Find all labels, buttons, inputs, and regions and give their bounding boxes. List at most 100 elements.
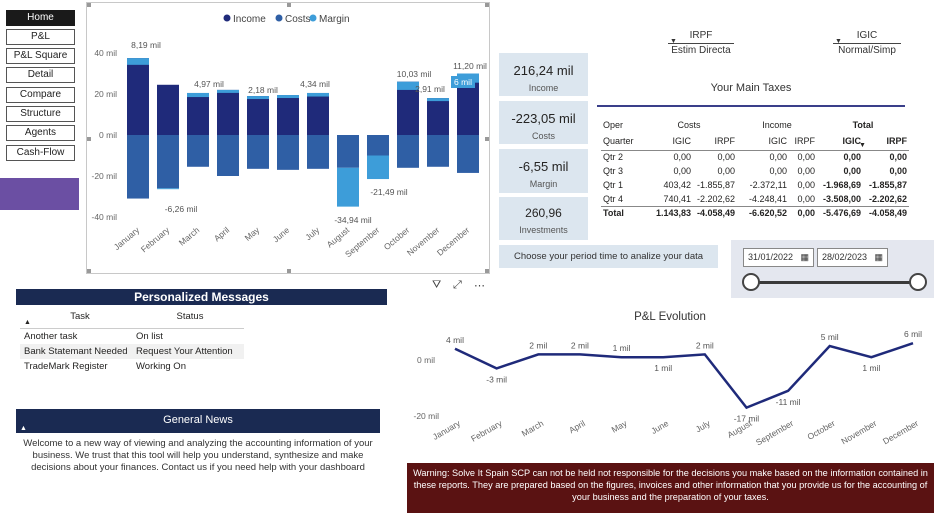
irpf-filter[interactable]: IRPF ▼ Estim Directa <box>668 28 734 58</box>
data-label: 4,34 mil <box>300 79 330 89</box>
y-tick-label: 40 mil <box>94 48 117 58</box>
date-slider-end-handle[interactable] <box>909 273 927 291</box>
point-label: 2 mil <box>571 340 589 350</box>
nav-structure-button[interactable]: Structure <box>6 106 75 122</box>
nav-compare-button[interactable]: Compare <box>6 87 75 103</box>
taxes-title: Your Main Taxes <box>710 82 792 94</box>
kpi-investments-card: 260,96 Investments <box>499 197 588 240</box>
kpi-income-value: 216,24 mil <box>513 63 574 78</box>
data-label: 2,91 mil <box>415 84 445 94</box>
resize-handle <box>87 269 91 273</box>
nav-home-button[interactable]: Home <box>6 10 75 26</box>
bar-margin <box>307 92 329 97</box>
sort-asc-icon[interactable]: ▲ <box>20 425 27 432</box>
point-label: -17 mil <box>734 414 760 424</box>
date-range-slicer: 31/01/2022 ▦ 28/02/2023 ▦ <box>731 240 934 298</box>
x-tick-label: January <box>431 418 463 442</box>
list-item: Bank Statemant Needed Request Your Attent… <box>20 344 244 359</box>
bar-costs <box>397 135 419 168</box>
legend-marker-1 <box>275 14 283 22</box>
end-date-input[interactable]: 28/02/2023 ▦ <box>817 248 888 267</box>
table-total-row: Total 1.143,83 -4.058,49 -6.620,52 0,00 -5.47… <box>601 206 909 220</box>
x-tick-label: September <box>754 418 795 448</box>
pl-evolution-svg: P&L Evolution 0 mil -20 mil 4 mil January -3 … <box>413 311 922 448</box>
messages-title: Personalized Messages <box>16 289 387 305</box>
igic-filter-title: IGIC <box>856 30 878 41</box>
taxes-table[interactable]: Oper Costs Income Total Quarter IGIC IRP… <box>601 118 909 220</box>
list-item: Another task On list <box>24 331 163 342</box>
resize-handle <box>485 3 489 7</box>
chevron-down-icon: ▼ <box>670 38 677 45</box>
bar-margin <box>277 95 299 99</box>
point-label: -11 mil <box>776 397 801 407</box>
chart-title: P&L Evolution <box>634 311 706 323</box>
sort-asc-icon[interactable]: ▲ <box>24 319 31 326</box>
bar-margin <box>397 81 419 90</box>
bar-costs <box>247 135 269 169</box>
data-label: -34,94 mil <box>334 215 371 225</box>
legend-label-1: Costs <box>285 14 311 25</box>
col-task: Task <box>70 311 90 322</box>
messages-header: Task Status <box>20 309 244 329</box>
bar-margin <box>367 155 389 180</box>
x-tick-label: December <box>881 418 920 446</box>
nav-pl-button[interactable]: P&L <box>6 29 75 45</box>
data-label-bg <box>451 76 475 88</box>
bar-income <box>187 92 209 135</box>
resize-handle <box>87 137 91 141</box>
point-label: 6 mil <box>904 329 922 339</box>
pl-evolution-chart[interactable]: P&L Evolution 0 mil -20 mil 4 mil January -3 … <box>405 303 935 453</box>
chevron-down-icon: ▼ <box>835 38 842 45</box>
table-row: Qtr 1 403,42 -1.855,87 -2.372,11 0,00 -1.968,… <box>603 180 907 190</box>
nav-detail-button[interactable]: Detail <box>6 67 75 83</box>
point-label: 4 mil <box>446 335 464 345</box>
col-income-irpf: IRPF <box>794 135 815 146</box>
bar-income <box>427 98 449 135</box>
col-oper: Oper <box>603 120 624 130</box>
series-line <box>454 342 914 410</box>
col-income-igic: IGIC <box>768 135 787 146</box>
bar-costs <box>277 135 299 170</box>
news-title: General News ▲ <box>16 409 380 433</box>
start-date-input[interactable]: 31/01/2022 ▦ <box>743 248 814 267</box>
col-costs-irpf: IRPF <box>714 135 735 146</box>
bar-margin <box>217 89 239 93</box>
table-row: Qtr 2 0,00 0,00 0,00 0,00 0,00 0,00 <box>601 150 909 164</box>
kpi-income-label: Income <box>528 83 559 93</box>
y-tick-label: 20 mil <box>94 89 117 99</box>
calendar-icon[interactable]: ▦ <box>800 252 809 262</box>
x-tick-label: March <box>177 225 202 248</box>
sort-desc-icon[interactable]: ▼ <box>859 142 866 149</box>
bar-income <box>457 73 479 135</box>
date-slider-track[interactable] <box>751 281 917 284</box>
disclaimer-warning: Warning: Solve It Spain SCP can not be h… <box>407 463 934 513</box>
more-options-icon[interactable]: ⋯ <box>474 280 485 292</box>
bar-costs <box>157 135 179 189</box>
waterfall-chart-svg: Income Costs Margin 40 mil 20 mil 0 mil -20 mi… <box>87 3 489 273</box>
data-label: 2,18 mil <box>248 85 278 95</box>
bar-income <box>307 92 329 135</box>
x-tick-label: February <box>139 224 172 254</box>
start-date-value: 31/01/2022 <box>748 252 794 262</box>
kpi-investments-value: 260,96 <box>525 206 562 220</box>
resize-handle <box>485 269 489 273</box>
kpi-margin-label: Margin <box>529 179 558 189</box>
waterfall-chart[interactable]: Income Costs Margin 40 mil 20 mil 0 mil -20 mi… <box>86 2 490 274</box>
kpi-costs-value: -223,05 mil <box>511 111 576 126</box>
bar-income <box>217 89 239 135</box>
nav-pl-square-button[interactable]: P&L Square <box>6 48 75 64</box>
focus-mode-icon[interactable]: ⤢ <box>453 279 462 291</box>
legend-marker-2 <box>309 14 317 22</box>
bar-income <box>397 81 419 135</box>
igic-filter[interactable]: IGIC ▼ Normal/Simp <box>833 28 901 58</box>
nav-cashflow-button[interactable]: Cash-Flow <box>6 145 75 161</box>
x-tick-label: April <box>567 418 587 435</box>
nav-agents-button[interactable]: Agents <box>6 125 75 141</box>
messages-table[interactable]: Task Status ▲ Another task On list Bank S… <box>20 309 244 374</box>
calendar-icon[interactable]: ▦ <box>874 252 883 262</box>
date-slider-start-handle[interactable] <box>742 273 760 291</box>
y-tick-label: -20 mil <box>91 171 117 181</box>
y-tick-label: 0 mil <box>417 355 435 365</box>
x-tick-label: May <box>610 418 630 435</box>
filter-icon[interactable]: ⛛ <box>432 279 442 291</box>
